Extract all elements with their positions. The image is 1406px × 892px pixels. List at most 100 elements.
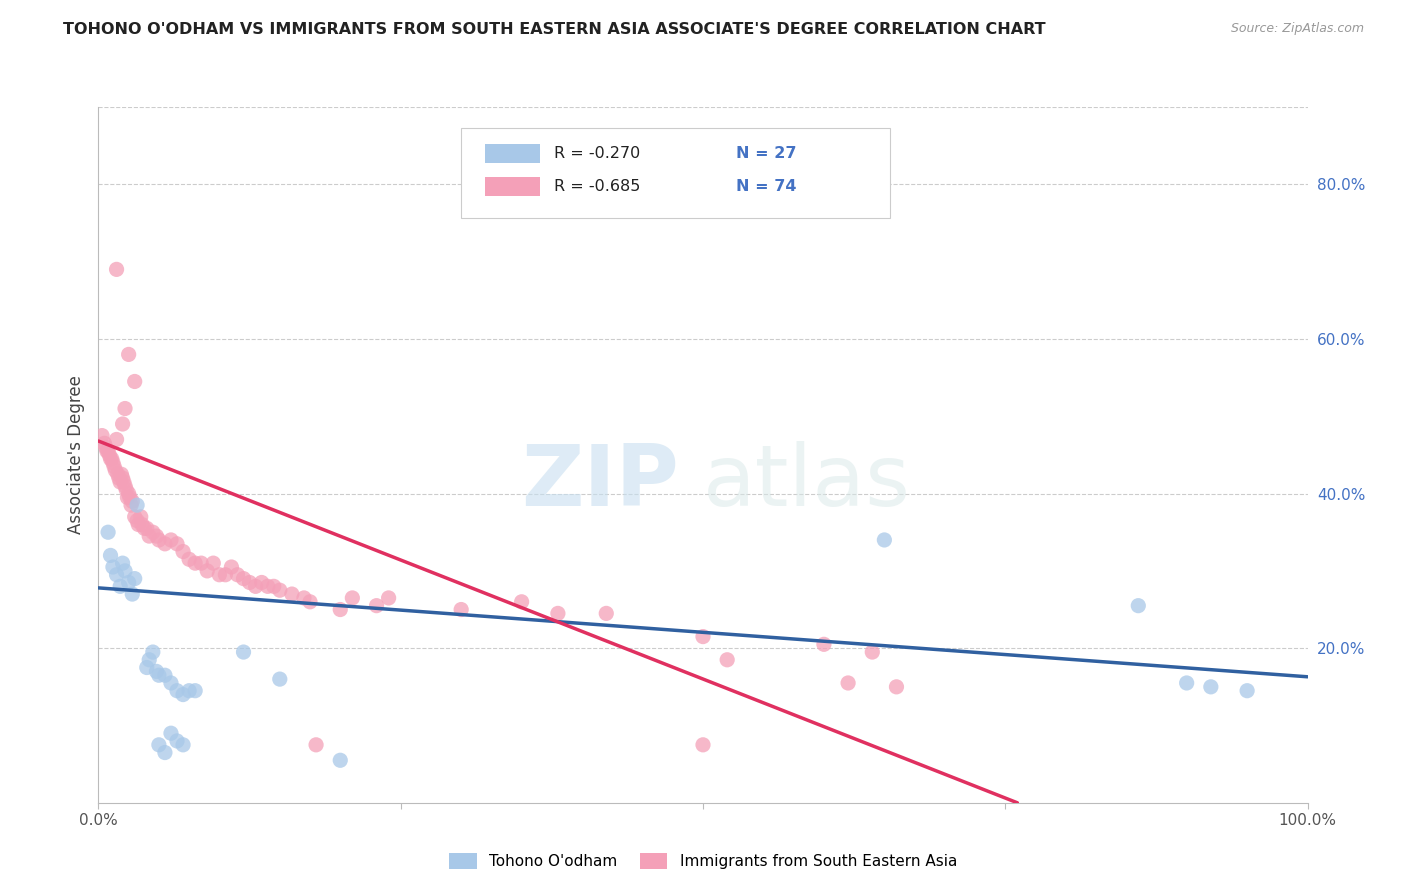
Point [114,401,136,416]
Point [1236,683,1258,698]
Point [716,653,738,667]
Point [138,653,160,667]
Point [135,521,157,535]
Point [115,483,138,497]
Point [148,533,170,547]
Point [121,587,143,601]
Point [111,417,134,431]
Point [97,444,120,458]
Point [813,637,835,651]
Point [377,591,399,605]
Point [837,676,859,690]
Point [153,537,176,551]
Point [111,471,134,485]
Point [153,746,176,760]
Point [179,552,201,566]
Point [342,591,364,605]
Point [145,665,167,679]
Text: atlas: atlas [703,442,911,524]
Point [692,630,714,644]
Point [292,591,315,605]
Point [91,428,114,442]
Point [148,668,170,682]
Point [127,517,149,532]
Point [148,738,170,752]
Point [94,440,117,454]
Point [184,683,207,698]
Point [256,579,278,593]
Point [105,262,128,277]
Text: ZIP: ZIP [522,442,679,524]
Point [450,602,472,616]
Point [250,575,273,590]
Point [172,688,194,702]
Point [104,463,127,477]
Point [124,375,146,389]
Point [135,660,157,674]
Point [103,459,125,474]
Point [160,533,183,547]
Point [510,595,533,609]
Point [208,567,231,582]
Point [160,726,183,740]
Point [172,544,194,558]
Point [305,738,328,752]
Point [112,475,135,489]
Point [111,556,134,570]
Point [184,556,207,570]
Point [153,668,176,682]
Point [547,607,569,621]
Point [1175,676,1198,690]
Text: R = -0.685: R = -0.685 [554,179,641,194]
Point [93,436,115,450]
Point [114,479,136,493]
Point [202,556,225,570]
Point [101,560,124,574]
Point [127,498,149,512]
Text: N = 74: N = 74 [735,179,796,194]
Y-axis label: Associate's Degree: Associate's Degree [66,376,84,534]
Point [127,514,149,528]
Point [299,595,322,609]
Text: N = 27: N = 27 [735,146,796,161]
Point [269,583,291,598]
Point [860,645,883,659]
Point [195,564,218,578]
Point [166,537,188,551]
Point [114,564,136,578]
Text: TOHONO O'ODHAM VS IMMIGRANTS FROM SOUTH EASTERN ASIA ASSOCIATE'S DEGREE CORRELAT: TOHONO O'ODHAM VS IMMIGRANTS FROM SOUTH … [63,22,1046,37]
Point [281,587,304,601]
Point [96,444,118,458]
Point [134,521,156,535]
Point [142,645,165,659]
Point [190,556,212,570]
Point [692,738,714,752]
Point [160,676,183,690]
Point [124,572,146,586]
Point [100,549,122,563]
Point [108,471,131,485]
Point [107,467,129,482]
Point [269,672,291,686]
Point [329,753,352,767]
Point [121,494,143,508]
Point [129,509,152,524]
Point [117,491,139,505]
Point [214,567,236,582]
Point [232,645,254,659]
Point [105,433,128,447]
Point [366,599,388,613]
Point [100,451,122,466]
Point [100,451,122,466]
Point [221,560,243,574]
Legend: Tohono O'odham, Immigrants from South Eastern Asia: Tohono O'odham, Immigrants from South Ea… [443,847,963,875]
Point [263,579,285,593]
Point [142,525,165,540]
Point [232,572,254,586]
Point [108,475,131,489]
Point [172,738,194,752]
FancyBboxPatch shape [485,177,540,196]
Point [108,579,131,593]
Point [97,525,120,540]
Point [118,486,141,500]
